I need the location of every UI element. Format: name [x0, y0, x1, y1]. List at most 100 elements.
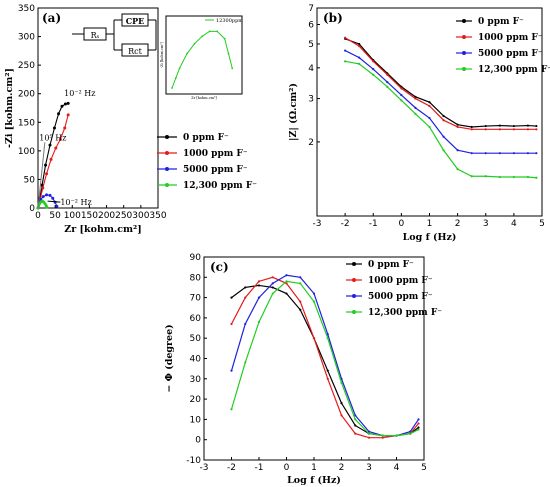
data-point-c-1: [367, 436, 371, 439]
legend-label-b-1: 1000 ppm F⁻: [478, 33, 543, 43]
y-tick-label-a: 0: [29, 204, 35, 214]
data-point-b-1: [526, 128, 530, 131]
x-tick-label-a: 0: [35, 211, 41, 221]
legend-marker-b-1: [462, 35, 466, 39]
legend-label-b-0: 0 ppm F⁻: [478, 17, 524, 27]
data-point-b-1: [535, 128, 538, 131]
data-point-a-0: [63, 102, 67, 106]
equivalent-circuit-diagram: Rₛ CPE Rct: [72, 13, 157, 57]
data-point-b-3: [442, 149, 445, 152]
x-tick-label-b: -3: [313, 219, 322, 229]
data-point-c-0: [271, 286, 274, 289]
x-tick-label-b: -2: [341, 219, 350, 229]
resistor-rct-label: Rct: [128, 47, 143, 56]
y-tick-label-c: 10: [190, 415, 202, 425]
data-point-c-0: [244, 286, 247, 289]
data-point-c-3: [354, 418, 357, 421]
data-point-c-1: [326, 377, 329, 380]
data-point-c-1: [381, 436, 384, 439]
data-point-c-3: [340, 381, 343, 384]
data-point-c-2: [312, 292, 316, 295]
y-tick-label-a: 250: [18, 61, 35, 71]
data-point-a-2: [55, 204, 59, 208]
y-tick-label-a: 300: [18, 33, 35, 43]
x-tick-label-a: 150: [81, 211, 98, 221]
x-axis-label-c: Log f (Hz): [287, 475, 341, 486]
legend-label-b-2: 5000 ppm F⁻: [478, 49, 543, 59]
data-point-c-3: [285, 280, 288, 283]
inset-y-label: -Zi [kohm.cm²]: [160, 41, 164, 68]
y-tick-label-b: 4: [308, 64, 314, 74]
data-point-b-3: [372, 73, 375, 76]
data-point-c-3: [417, 428, 420, 431]
legend-label-a-1: 1000 ppm F⁻: [183, 149, 248, 159]
data-point-c-3: [299, 282, 302, 285]
inset-point: [186, 52, 188, 55]
inset-point: [178, 67, 181, 70]
y-tick-label-b: 7: [308, 4, 314, 14]
data-point-b-2: [484, 152, 487, 155]
data-point-b-2: [344, 49, 347, 52]
inset-point: [201, 35, 204, 38]
x-tick-label-c: 3: [366, 463, 372, 473]
x-tick-label-b: 0: [399, 219, 405, 229]
legend-label-c-3: 12,300 ppm F⁻: [368, 308, 442, 318]
data-point-a-1: [45, 172, 49, 176]
data-point-a-0: [57, 112, 61, 116]
legend-marker-c-2: [352, 294, 356, 298]
data-point-a-0: [48, 143, 52, 147]
data-point-b-3: [498, 175, 501, 179]
data-point-a-0: [60, 104, 64, 108]
y-axis-label-a: -Zi [kohm.cm²]: [4, 68, 15, 148]
data-point-b-0: [414, 95, 417, 98]
data-point-a-3: [45, 205, 49, 209]
data-point-c-3: [409, 432, 412, 435]
data-point-b-1: [442, 119, 445, 122]
data-point-a-1: [41, 186, 45, 190]
inset-series-line: [171, 30, 233, 89]
plot-frame-a: [37, 7, 159, 209]
x-tick-label-a: 350: [149, 211, 166, 221]
data-point-c-2: [417, 418, 420, 421]
legend-marker-c-0: [352, 262, 356, 266]
data-point-b-0: [470, 125, 473, 129]
data-point-b-2: [414, 106, 417, 109]
data-point-c-2: [299, 276, 302, 279]
data-point-c-1: [417, 422, 420, 425]
data-point-b-3: [470, 175, 473, 178]
legend-marker-c-1: [352, 278, 356, 282]
legend-label-b-3: 12,300 ppm F⁻: [478, 65, 550, 75]
data-point-c-1: [340, 414, 343, 417]
data-point-b-2: [428, 116, 431, 120]
data-point-a-0: [52, 126, 56, 130]
x-tick-label-a: 250: [115, 211, 132, 221]
data-point-b-0: [535, 124, 538, 128]
x-tick-label-c: -2: [227, 463, 236, 473]
inset-point: [227, 52, 230, 55]
y-tick-label-c: 40: [190, 355, 202, 365]
y-tick-label-c: 80: [190, 273, 202, 283]
inset-point: [216, 30, 219, 33]
x-tick-label-b: 4: [511, 219, 517, 229]
data-point-c-1: [285, 282, 288, 285]
data-point-c-1: [312, 337, 316, 340]
data-point-c-1: [230, 322, 233, 326]
data-point-b-1: [470, 128, 473, 131]
data-point-c-2: [354, 414, 357, 417]
inset-legend-label: 12300ppm: [216, 18, 243, 24]
y-axis-label-c: − Φ (degree): [164, 324, 175, 392]
data-point-a-1: [49, 157, 53, 161]
legend-marker-a-0: [165, 135, 169, 139]
data-point-b-1: [372, 60, 375, 63]
x-tick-label-c: 1: [311, 463, 317, 473]
data-point-c-2: [367, 430, 371, 433]
data-point-b-2: [358, 56, 361, 59]
y-tick-label-c: 50: [190, 334, 202, 344]
legend-marker-a-2: [165, 167, 169, 171]
data-point-b-0: [498, 124, 501, 127]
x-tick-label-b: 3: [483, 219, 489, 229]
data-point-b-3: [386, 85, 389, 88]
data-point-b-1: [386, 73, 389, 76]
x-tick-label-b: 5: [539, 219, 545, 229]
